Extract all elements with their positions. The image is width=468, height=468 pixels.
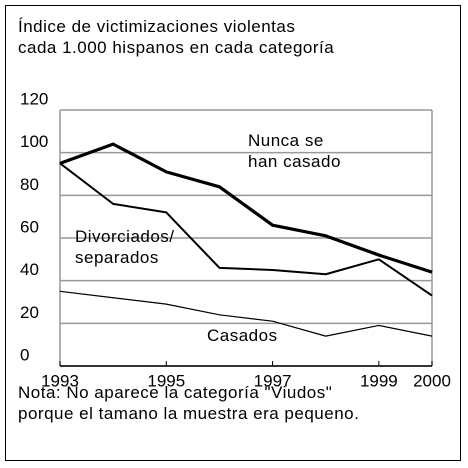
y-tick-label: 20 — [20, 303, 39, 322]
x-tick-label: 1997 — [254, 371, 292, 390]
y-tick-label: 60 — [20, 217, 39, 236]
chart-title: Índice de victimizaciones violentas cada… — [18, 17, 335, 57]
x-tick-label: 1995 — [147, 371, 185, 390]
series-line — [59, 290, 433, 337]
series-label: Divorciados/ separados — [75, 227, 175, 267]
y-tick-label: 0 — [20, 345, 29, 364]
frame — [5, 5, 461, 461]
series-line — [59, 162, 433, 297]
x-tick-label: 2000 — [413, 371, 451, 390]
x-tick-label: 1993 — [41, 371, 79, 390]
series-label: Casados — [207, 326, 278, 345]
y-tick-label: 40 — [20, 260, 39, 279]
y-tick-label: 120 — [20, 89, 48, 108]
note: Nota: No aparece la categoría "Viudos" p… — [18, 383, 360, 423]
y-tick-label: 100 — [20, 132, 48, 151]
series-line — [59, 142, 433, 274]
series-label: Nunca se han casado — [248, 131, 341, 171]
x-tick-label: 1999 — [360, 371, 398, 390]
y-tick-label: 80 — [20, 175, 39, 194]
